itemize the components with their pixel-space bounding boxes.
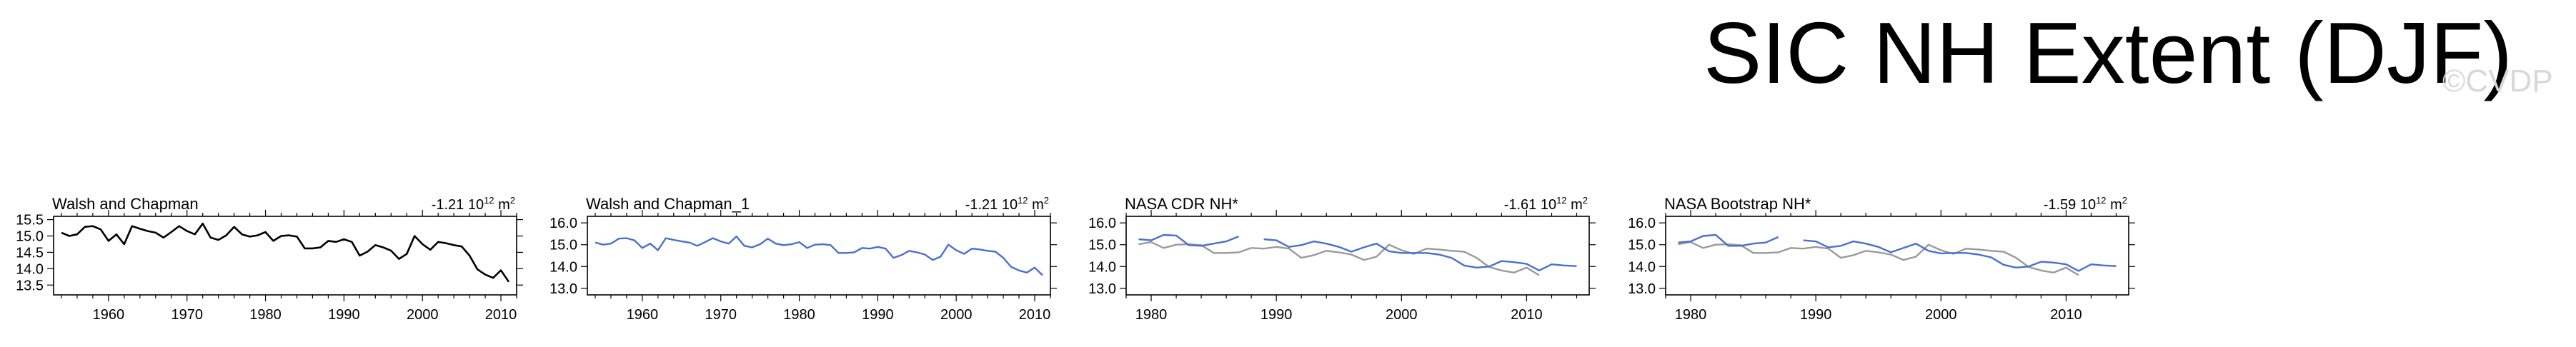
x-tick-label: 1970	[705, 307, 737, 323]
trend-units-exponent: 2	[510, 195, 515, 206]
cvdp-watermark: ©CVDP	[2442, 64, 2553, 99]
trend-units-exponent: 2	[2122, 195, 2127, 206]
trend-value: -1.21 10	[432, 197, 484, 213]
x-tick-label: 1980	[1135, 307, 1168, 323]
y-tick-label: 13.5	[16, 278, 44, 293]
x-tick-label: 1960	[627, 307, 659, 323]
x-tick-label: 2000	[1925, 307, 1957, 323]
trend-units-exponent: 2	[1583, 195, 1588, 206]
x-tick-label: 1990	[1800, 307, 1832, 323]
trend-label: -1.21 1012 m2	[965, 195, 1049, 213]
trend-exponent: 12	[2096, 195, 2106, 206]
series-line	[1678, 241, 2079, 276]
x-tick-label: 1990	[1260, 307, 1293, 323]
x-tick-label: 1990	[328, 307, 360, 323]
x-tick-label: 2000	[1386, 307, 1418, 323]
trend-units: m	[2107, 197, 2122, 213]
y-tick-label: 15.0	[1088, 238, 1116, 253]
trend-label: -1.61 1012 m2	[1504, 195, 1588, 213]
series-line	[1678, 233, 2117, 272]
x-tick-label: 1980	[249, 307, 282, 323]
chart-panel: NASA Bootstrap NH* -1.59 1012 m2 1980 1990 2…	[1628, 195, 2135, 323]
x-tick-label: 1970	[171, 307, 203, 323]
panel-title: NASA Bootstrap NH*	[1664, 195, 1811, 213]
x-tick-label: 2010	[2050, 307, 2082, 323]
trend-label: -1.21 1012 m2	[432, 195, 515, 213]
trend-exponent: 12	[484, 195, 494, 206]
series-line	[1138, 233, 1577, 271]
trend-exponent: 12	[1556, 195, 1566, 206]
trend-value: -1.21 10	[965, 197, 1018, 213]
x-tick-label: 1990	[862, 307, 894, 323]
panel-title: NASA CDR NH*	[1125, 195, 1238, 213]
y-tick-label: 14.0	[1628, 259, 1656, 275]
y-tick-label: 16.0	[1628, 216, 1656, 231]
y-tick-label: 15.0	[16, 229, 44, 245]
y-tick-label: 16.0	[549, 216, 577, 231]
series-line	[1138, 241, 1540, 276]
y-tick-label: 13.0	[549, 281, 577, 297]
panel-title: Walsh and Chapman_1	[586, 195, 750, 213]
chart-panel: Walsh and Chapman -1.21 1012 m2 1960 1970 19…	[16, 195, 523, 323]
trend-units: m	[494, 197, 510, 213]
x-tick-label: 2010	[1019, 307, 1051, 323]
y-tick-label: 15.0	[1628, 238, 1656, 253]
y-tick-label: 14.0	[549, 259, 577, 275]
figure-title: SIC NH Extent (DJF)	[1704, 4, 2512, 101]
x-tick-label: 2000	[940, 307, 973, 323]
x-tick-label: 2000	[407, 307, 439, 323]
series-line	[595, 235, 1043, 276]
panel-title: Walsh and Chapman	[52, 195, 199, 213]
plot-frame	[53, 216, 517, 296]
y-tick-label: 14.5	[16, 245, 44, 261]
chart-panel: Walsh and Chapman_1 -1.21 1012 m2 1960 1970…	[549, 195, 1057, 323]
y-tick-label: 13.0	[1628, 281, 1656, 297]
plot-frame	[1125, 216, 1590, 296]
trend-units: m	[1567, 197, 1583, 213]
plot-frame	[1665, 216, 2129, 296]
x-tick-label: 2010	[1511, 307, 1543, 323]
trend-value: -1.61 10	[1504, 197, 1556, 213]
trend-exponent: 12	[1018, 195, 1028, 206]
trend-label: -1.59 1012 m2	[2044, 195, 2127, 213]
x-tick-label: 1960	[93, 307, 125, 323]
trend-value: -1.59 10	[2044, 197, 2096, 213]
x-tick-label: 1980	[783, 307, 815, 323]
trend-units: m	[1028, 197, 1044, 213]
plot-frame	[587, 216, 1051, 296]
y-tick-label: 16.0	[1088, 216, 1116, 231]
y-tick-label: 13.0	[1088, 281, 1116, 297]
x-tick-label: 1980	[1675, 307, 1707, 323]
y-tick-label: 15.0	[549, 238, 577, 253]
y-tick-label: 15.5	[16, 213, 44, 228]
trend-units-exponent: 2	[1044, 195, 1049, 206]
y-tick-label: 14.0	[16, 261, 44, 277]
series-line	[61, 222, 510, 283]
y-tick-label: 14.0	[1088, 259, 1116, 275]
chart-panel: NASA CDR NH* -1.61 1012 m2 1980 1990 2000 201…	[1088, 195, 1596, 323]
x-tick-label: 2010	[485, 307, 517, 323]
